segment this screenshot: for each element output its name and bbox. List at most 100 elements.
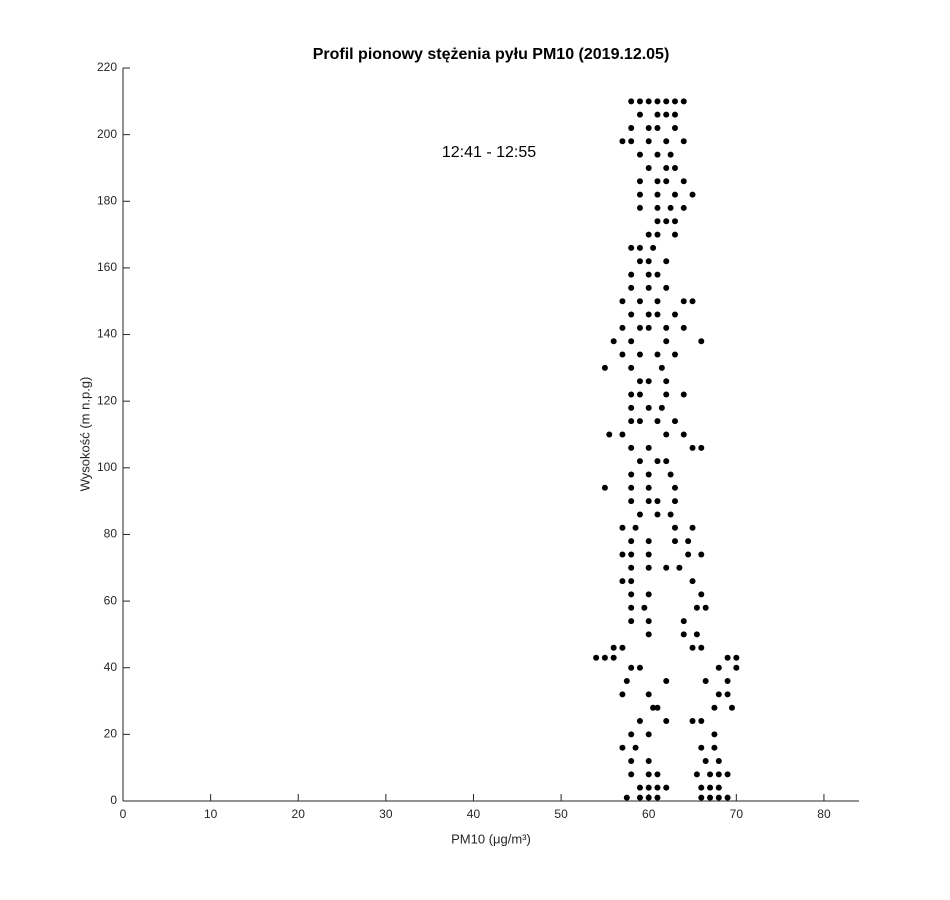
point [636, 718, 643, 725]
point [619, 551, 626, 558]
point [685, 538, 692, 545]
point [654, 704, 661, 711]
point [715, 664, 722, 671]
point [645, 784, 652, 791]
point [645, 758, 652, 765]
point [672, 111, 678, 118]
point [680, 178, 687, 185]
point [654, 498, 661, 505]
point [672, 124, 678, 131]
point [663, 324, 670, 331]
point [663, 378, 670, 385]
point [689, 444, 696, 451]
point [619, 351, 626, 358]
point [645, 691, 652, 698]
point [680, 138, 687, 145]
point [707, 771, 714, 778]
point [636, 204, 643, 211]
point [680, 391, 687, 398]
point [685, 551, 692, 558]
point [672, 311, 678, 318]
point [636, 378, 643, 385]
point [619, 298, 626, 305]
y-tick-label: 160 [97, 260, 117, 274]
point [702, 758, 709, 765]
point [724, 678, 731, 685]
point [645, 564, 652, 571]
point [645, 731, 652, 738]
point [628, 498, 635, 505]
point [672, 418, 678, 425]
point [711, 744, 718, 751]
point [645, 484, 652, 491]
point [645, 591, 652, 598]
point [606, 431, 613, 438]
point [628, 538, 635, 545]
point [645, 138, 652, 145]
point [636, 794, 643, 801]
point [680, 631, 687, 638]
point [636, 418, 643, 425]
point [698, 551, 705, 558]
point [628, 404, 635, 411]
point [628, 771, 635, 778]
point [593, 654, 600, 661]
x-tick-label: 50 [554, 807, 568, 821]
point [702, 678, 709, 685]
point [636, 664, 643, 671]
point [636, 244, 643, 251]
point [645, 311, 652, 318]
point [628, 284, 635, 291]
y-tick-label: 100 [97, 460, 117, 474]
point [663, 391, 670, 398]
point [645, 538, 652, 545]
point [628, 604, 635, 611]
y-tick-label: 140 [97, 327, 117, 341]
point [698, 744, 705, 751]
point [619, 524, 626, 531]
point [619, 324, 626, 331]
point [628, 271, 635, 278]
point [654, 218, 661, 225]
point [632, 524, 639, 531]
x-axis-label: PM10 (μg/m³) [451, 831, 531, 846]
point [698, 718, 705, 725]
point [636, 391, 643, 398]
point [667, 471, 674, 478]
point [689, 524, 696, 531]
point [663, 678, 670, 685]
y-tick-label: 200 [97, 127, 117, 141]
y-tick-label: 220 [97, 60, 117, 74]
point [663, 98, 670, 105]
point [610, 338, 617, 345]
point [645, 378, 652, 385]
point [654, 178, 661, 185]
point [715, 691, 722, 698]
point [645, 444, 652, 451]
point [680, 98, 687, 105]
point [645, 551, 652, 558]
point [689, 644, 696, 651]
x-tick-label: 30 [379, 807, 393, 821]
point [724, 794, 731, 801]
point [672, 498, 678, 505]
point [689, 298, 696, 305]
point [628, 244, 635, 251]
point [623, 678, 630, 685]
point [663, 458, 670, 465]
point [636, 98, 643, 105]
point [628, 758, 635, 765]
y-tick-label: 60 [104, 593, 118, 607]
point [632, 744, 639, 751]
point [628, 564, 635, 571]
point [619, 644, 626, 651]
point [619, 138, 626, 145]
x-tick-label: 0 [120, 807, 127, 821]
point [654, 311, 661, 318]
point [715, 784, 722, 791]
point [623, 794, 630, 801]
point [645, 771, 652, 778]
point [636, 351, 643, 358]
point [663, 111, 670, 118]
